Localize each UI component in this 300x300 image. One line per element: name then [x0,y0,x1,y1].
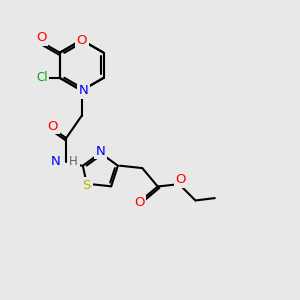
Text: O: O [134,196,145,209]
Text: O: O [176,173,186,186]
Text: Cl: Cl [36,71,48,84]
Text: N: N [95,145,105,158]
Text: O: O [36,31,46,44]
Text: N: N [78,84,88,97]
Text: O: O [76,34,87,46]
Text: N: N [51,155,61,168]
Text: S: S [82,179,91,192]
Text: H: H [69,155,78,168]
Text: O: O [47,120,58,133]
